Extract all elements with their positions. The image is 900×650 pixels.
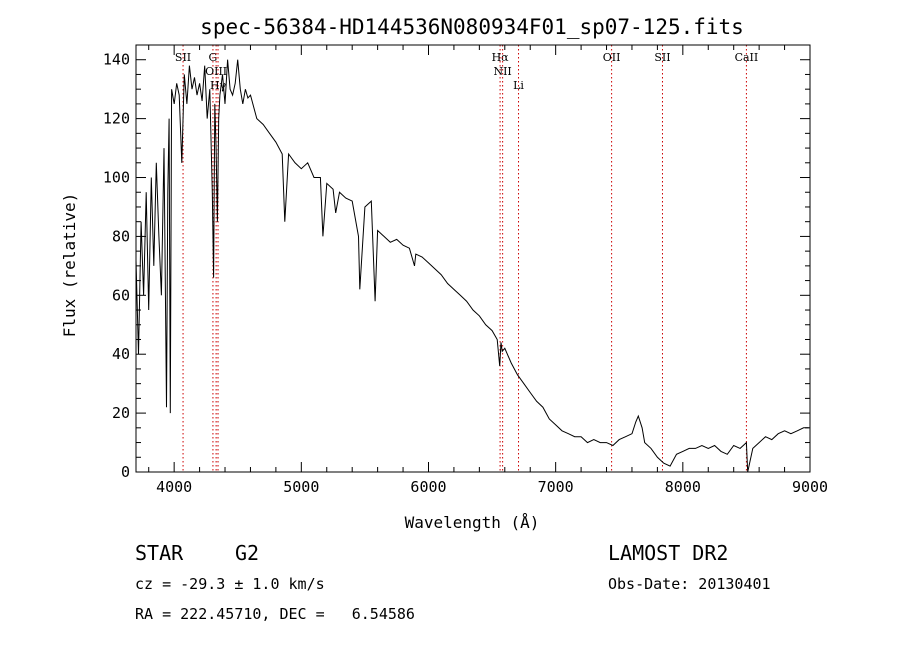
annotation-label: Hγ bbox=[210, 79, 227, 92]
y-tick-label: 80 bbox=[112, 227, 130, 245]
y-tick-label: 60 bbox=[112, 286, 130, 304]
annotation-label: CaII bbox=[735, 51, 759, 64]
x-tick-label: 5000 bbox=[283, 478, 319, 496]
annotation-label: SII bbox=[175, 51, 191, 64]
y-tick-label: 120 bbox=[103, 110, 130, 128]
x-tick-label: 9000 bbox=[792, 478, 828, 496]
x-tick-label: 6000 bbox=[410, 478, 446, 496]
x-axis-label: Wavelength (Å) bbox=[405, 513, 540, 532]
plot-frame bbox=[135, 44, 811, 473]
annotation-label: SII bbox=[654, 51, 670, 64]
y-tick-label: 100 bbox=[103, 169, 130, 187]
x-tick-label: 4000 bbox=[156, 478, 192, 496]
chart-title: spec-56384-HD144536N080934F01_sp07-125.f… bbox=[200, 15, 744, 39]
y-tick-label: 0 bbox=[121, 463, 130, 481]
annotation-label: Hα bbox=[492, 51, 510, 64]
y-tick-label: 20 bbox=[112, 404, 130, 422]
x-tick-label: 8000 bbox=[665, 478, 701, 496]
spectrum-series-line bbox=[135, 59, 809, 473]
annotation-label: Li bbox=[513, 79, 524, 92]
y-tick-label: 140 bbox=[103, 51, 130, 69]
survey-name: LAMOST DR2 bbox=[608, 541, 729, 565]
x-tick-label: 7000 bbox=[538, 478, 574, 496]
annotation-label: OII bbox=[603, 51, 621, 64]
spectral-subclass: G2 bbox=[235, 541, 260, 565]
redshift-velocity: cz = -29.3 ± 1.0 km/s bbox=[135, 575, 325, 593]
y-axis-label: Flux (relative) bbox=[60, 193, 79, 338]
annotation-label: NII bbox=[493, 65, 511, 78]
coordinates: RA = 222.45710, DEC = 6.54586 bbox=[135, 605, 415, 623]
annotation-label: OIII bbox=[205, 65, 227, 78]
object-class: STAR bbox=[135, 541, 184, 565]
y-tick-label: 40 bbox=[112, 345, 130, 363]
observation-date: Obs-Date: 20130401 bbox=[608, 575, 771, 593]
annotation-label: G bbox=[209, 51, 218, 64]
